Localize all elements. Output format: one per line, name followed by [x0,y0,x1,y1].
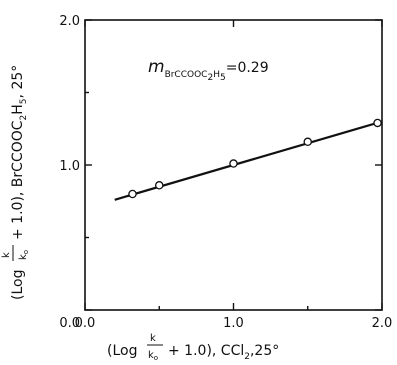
x-tick-label: 0.0 [75,316,96,331]
x-label-frac-num: k [150,333,156,344]
data-point [373,118,382,128]
y-tick-label: 1.0 [59,159,80,174]
data-point [154,181,164,190]
y-axis-label: (Log k ko + 1.0), BrCCOOC2H5, 25° [1,65,30,300]
x-label-prefix: (Log [107,343,137,359]
fit-line [114,120,383,201]
x-label-frac-den: ko [148,350,158,362]
y-label-prefix: (Log [10,270,26,300]
tick-labels: 0.0 1.0 2.0 1.0 2.0 0.0 [59,14,392,331]
y-label-suffix: + 1.0), BrCCOOC2H5, 25° [10,65,29,240]
y-tick-label: 2.0 [59,14,80,29]
x-tick-label: 2.0 [372,316,393,331]
data-point [303,137,312,147]
y-label-frac-den: ko [18,250,30,260]
y-label-frac-num: k [1,252,12,258]
x-axis-label: (Log k ko + 1.0), CCl2,25° [107,333,279,362]
tick-marks [84,19,383,311]
x-label-suffix: + 1.0), CCl2,25° [168,343,279,362]
x-tick-label: 1.0 [223,316,244,331]
series-group [114,118,383,201]
origin-tick-label: 0.0 [59,316,80,331]
data-point [128,189,137,199]
data-point [229,159,238,168]
slope-annotation: mBrCCOOC2H5=0.29 [148,57,269,83]
